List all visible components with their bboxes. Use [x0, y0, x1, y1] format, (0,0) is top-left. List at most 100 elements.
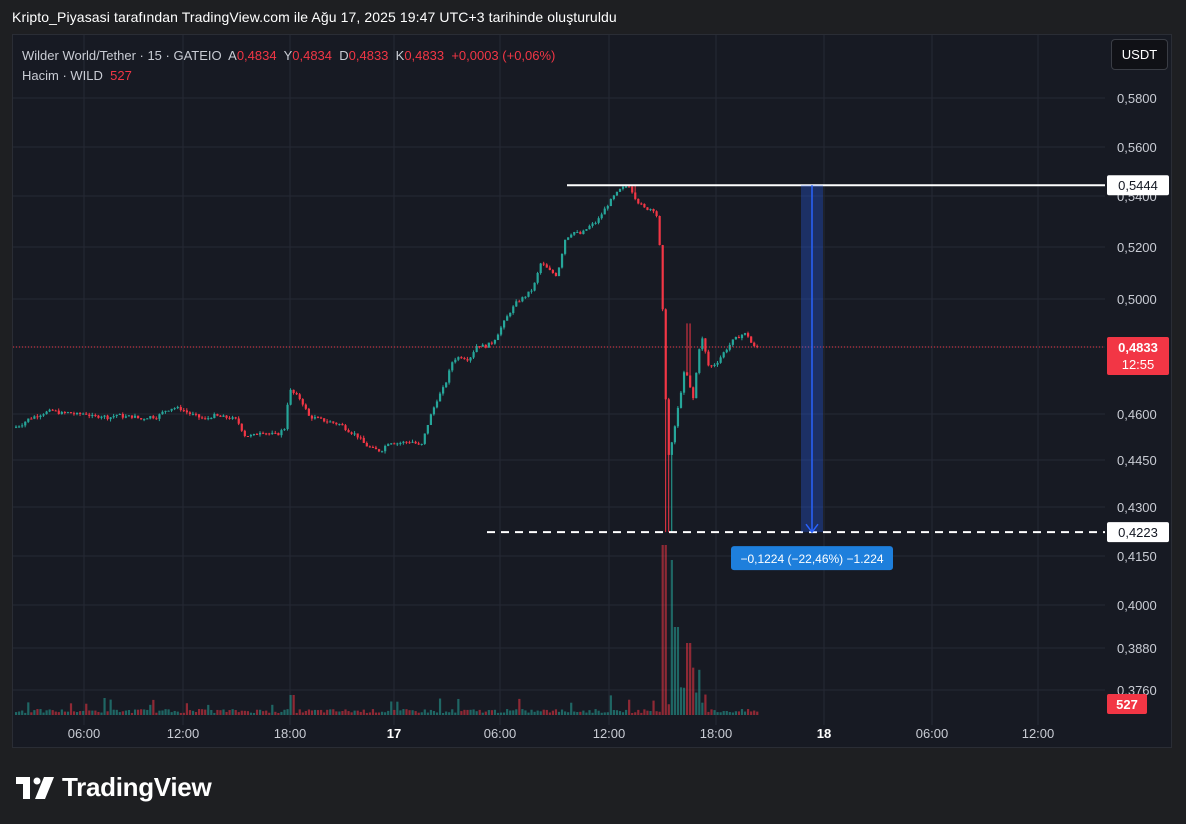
volume-bar	[527, 712, 530, 715]
volume-bar	[649, 711, 652, 715]
candle	[472, 352, 475, 358]
volume-bar	[194, 711, 198, 715]
candle	[268, 433, 271, 435]
candle	[557, 267, 561, 276]
volume-bar	[667, 704, 670, 715]
volume-bar	[36, 709, 39, 715]
last-price-label: 0,4833	[1118, 340, 1158, 355]
volume-bar	[137, 709, 140, 715]
candle	[618, 188, 622, 192]
candle	[24, 421, 27, 426]
candle	[658, 215, 661, 246]
volume-bar	[548, 712, 551, 715]
candle	[63, 412, 66, 414]
x-tick-label: 18	[817, 726, 831, 741]
volume-bar	[515, 709, 518, 715]
volume-bar	[33, 710, 36, 715]
candle	[149, 416, 152, 419]
candle	[194, 413, 198, 415]
price-chart[interactable]: 0,37600,38800,40000,41500,43000,44500,46…	[13, 35, 1173, 749]
candle	[448, 370, 451, 383]
candle	[438, 393, 442, 402]
volume-bar	[109, 699, 112, 715]
volume-bar	[329, 709, 332, 715]
candle	[533, 282, 536, 291]
volume-bar	[646, 710, 649, 715]
volume-bar	[579, 711, 582, 715]
candle	[143, 419, 146, 421]
volume-bar	[481, 712, 484, 715]
candle	[204, 418, 207, 420]
candle	[198, 414, 201, 418]
volume-bar	[463, 709, 466, 715]
candle	[417, 443, 420, 445]
volume-bar	[310, 710, 314, 715]
x-tick-label: 12:00	[167, 726, 200, 741]
volume-bar	[234, 710, 237, 715]
candle	[121, 413, 124, 418]
candle	[292, 389, 295, 394]
volume-bar	[353, 710, 356, 715]
volume-bar	[259, 709, 262, 715]
candle	[42, 414, 45, 416]
volume-bar	[228, 710, 231, 715]
volume-bar	[359, 711, 362, 715]
candle	[304, 404, 307, 409]
tradingview-logo[interactable]: TradingView	[16, 772, 212, 803]
candle	[454, 359, 457, 363]
candle	[750, 336, 753, 343]
candle	[649, 209, 652, 211]
volume-bar	[716, 712, 719, 715]
volume-label[interactable]: Hacim · WILD	[22, 68, 103, 83]
candle	[112, 416, 115, 418]
volume-bar	[594, 709, 597, 715]
volume-bar	[414, 711, 417, 715]
chart-area[interactable]: 0,3760 0,3880 0,4000 0,4150 0,4300 0,4450 0,46…	[12, 34, 1172, 748]
volume-bar	[88, 710, 91, 715]
volume-bar	[670, 560, 673, 715]
currency-button[interactable]: USDT	[1111, 39, 1168, 70]
candle	[701, 338, 704, 350]
volume-bar	[493, 709, 497, 715]
candle	[271, 432, 274, 434]
measure-label-box	[731, 546, 893, 571]
candle	[484, 344, 487, 348]
candle	[481, 344, 484, 347]
volume-bar	[640, 712, 643, 715]
candle	[127, 415, 131, 417]
volume-bar	[381, 711, 384, 715]
x-tick-label: 06:00	[484, 726, 517, 741]
candle	[133, 415, 137, 418]
volume-bar	[503, 712, 506, 715]
candle	[707, 351, 710, 366]
volume-bar	[204, 709, 207, 715]
candle	[542, 263, 545, 265]
volume-bar	[393, 709, 396, 715]
countdown-label: 12:55	[1122, 357, 1155, 372]
candle	[442, 387, 445, 394]
volume-bar	[600, 712, 603, 715]
candle	[353, 433, 356, 435]
volume-bar	[478, 709, 481, 715]
candle	[478, 346, 481, 348]
volume-bar	[533, 711, 536, 715]
volume-bar	[167, 709, 170, 715]
volume-bar	[682, 687, 686, 715]
candle	[191, 413, 195, 415]
volume-bar	[21, 710, 24, 715]
candle	[725, 349, 728, 353]
candle	[60, 412, 63, 415]
volume-bar	[51, 710, 54, 715]
volume-bar	[673, 627, 676, 715]
candle	[570, 234, 573, 238]
candle	[249, 435, 253, 437]
last-price-label-bg	[1107, 337, 1169, 375]
chart-legend: Wilder World/Tether · 15 · GATEIO A0,483…	[22, 46, 555, 86]
volume-bar	[423, 709, 426, 715]
symbol-info[interactable]: Wilder World/Tether · 15 · GATEIO	[22, 48, 222, 63]
y-tick-label: 0,4450	[1117, 453, 1157, 468]
volume-bar	[63, 711, 66, 715]
volume-bar	[304, 710, 307, 715]
candle	[307, 408, 310, 416]
volume-bar	[72, 711, 76, 715]
